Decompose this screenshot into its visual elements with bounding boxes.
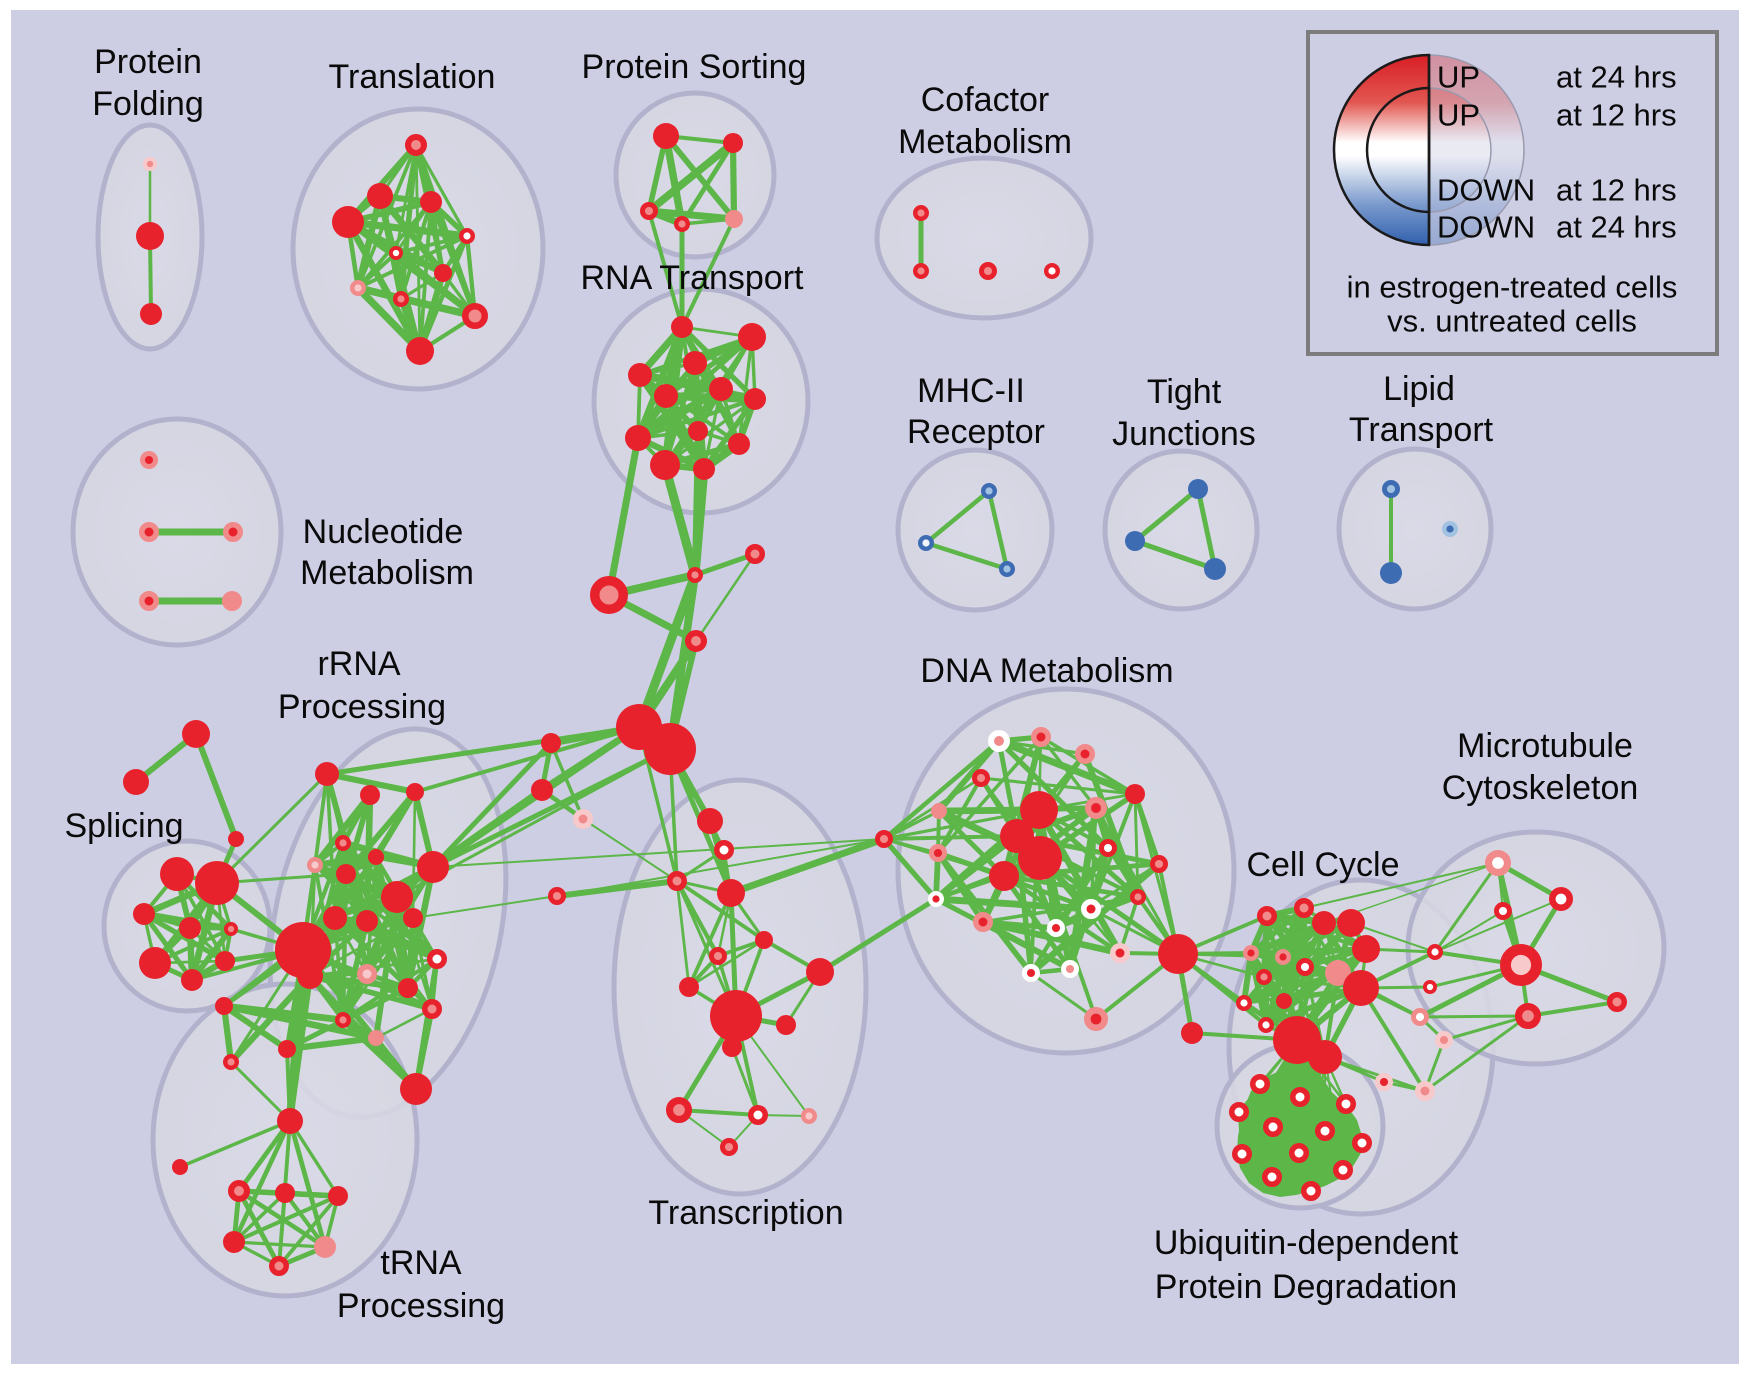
svg-text:at 12 hrs: at 12 hrs (1556, 98, 1677, 133)
svg-text:Processing: Processing (278, 688, 446, 726)
svg-text:vs. untreated cells: vs. untreated cells (1387, 304, 1637, 339)
svg-text:Protein Sorting: Protein Sorting (582, 48, 807, 86)
svg-text:DOWN: DOWN (1437, 173, 1535, 208)
svg-text:MHC-II: MHC-II (917, 372, 1025, 410)
svg-text:DNA Metabolism: DNA Metabolism (920, 652, 1173, 690)
svg-text:DOWN: DOWN (1437, 210, 1535, 245)
svg-text:Transport: Transport (1349, 411, 1494, 449)
svg-text:Processing: Processing (337, 1287, 505, 1325)
svg-text:Cytoskeleton: Cytoskeleton (1442, 769, 1639, 807)
svg-text:UP: UP (1437, 60, 1480, 95)
svg-text:tRNA: tRNA (380, 1244, 462, 1282)
svg-text:at 12 hrs: at 12 hrs (1556, 173, 1677, 208)
svg-text:Cell Cycle: Cell Cycle (1246, 846, 1399, 884)
svg-text:Microtubule: Microtubule (1457, 727, 1633, 765)
svg-text:at 24 hrs: at 24 hrs (1556, 210, 1677, 245)
svg-text:RNA Transport: RNA Transport (581, 259, 805, 297)
svg-text:Cofactor: Cofactor (921, 81, 1050, 119)
svg-text:at 24 hrs: at 24 hrs (1556, 60, 1677, 95)
svg-text:Junctions: Junctions (1112, 415, 1256, 453)
svg-text:rRNA: rRNA (317, 645, 400, 683)
svg-text:Receptor: Receptor (907, 413, 1045, 451)
svg-text:Metabolism: Metabolism (300, 554, 474, 592)
svg-text:Splicing: Splicing (64, 807, 183, 845)
svg-text:Metabolism: Metabolism (898, 123, 1072, 161)
svg-text:Transcription: Transcription (648, 1194, 843, 1232)
svg-text:Protein: Protein (94, 43, 202, 81)
svg-text:UP: UP (1437, 98, 1480, 133)
svg-text:Lipid: Lipid (1383, 370, 1455, 408)
svg-text:Protein Degradation: Protein Degradation (1155, 1268, 1457, 1306)
svg-text:Translation: Translation (329, 58, 496, 96)
svg-text:in estrogen-treated cells: in estrogen-treated cells (1347, 270, 1678, 305)
svg-text:Folding: Folding (92, 85, 204, 123)
svg-text:Ubiquitin-dependent: Ubiquitin-dependent (1154, 1224, 1459, 1262)
svg-text:Nucleotide: Nucleotide (303, 513, 464, 551)
svg-text:Tight: Tight (1147, 373, 1222, 411)
